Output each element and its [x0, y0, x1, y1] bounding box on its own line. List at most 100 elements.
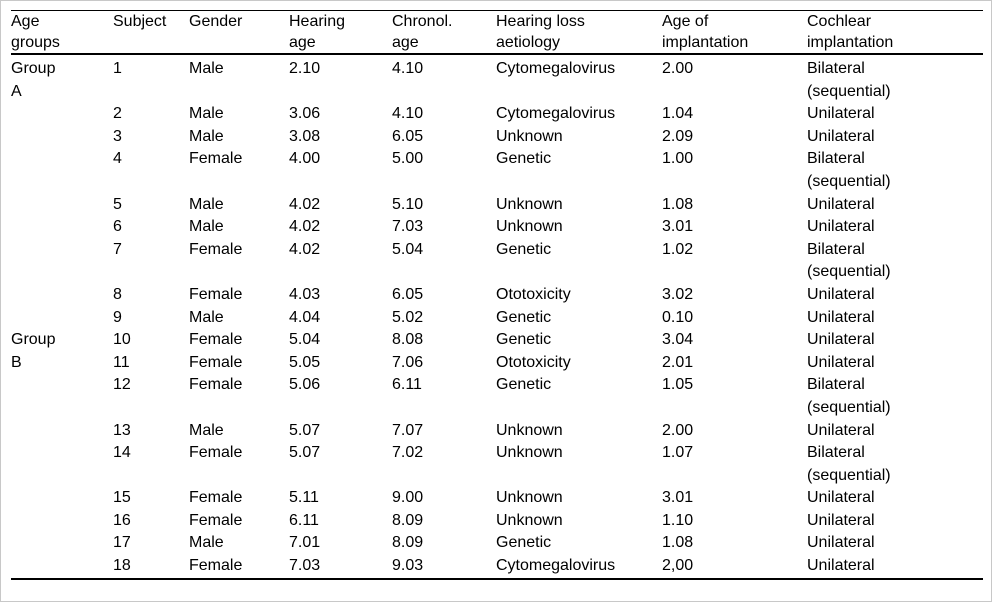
cell-gender: Male	[189, 105, 224, 123]
cell-aetiology: Genetic	[496, 534, 552, 552]
cell-cochlear-implantation: Unilateral	[807, 127, 875, 145]
table-row: Group A 1 Male 2.10 4.10 Cytomegalovirus 2.00 B…	[11, 54, 983, 103]
cell-cochlear-implantation: Unilateral	[807, 331, 875, 349]
cell-age-of-implantation: 1.10	[662, 511, 694, 529]
cell-chronol-age: 5.00	[392, 150, 424, 168]
table-row: 3 Male 3.08 6.05 Unknown 2.09 Unilateral	[11, 126, 983, 149]
cell-subject: 2	[113, 105, 122, 123]
cell-aetiology: Cytomegalovirus	[496, 557, 616, 575]
cell-age-of-implantation: 0.10	[662, 308, 694, 326]
cell-age-of-implantation: 1.08	[662, 195, 694, 213]
col-header-age-of-implantation: Age of implantation	[662, 13, 749, 51]
cell-subject: 9	[113, 308, 122, 326]
cell-cochlear-implantation: Unilateral	[807, 421, 875, 439]
cell-aetiology: Genetic	[496, 376, 552, 394]
cell-gender: Male	[189, 195, 224, 213]
cell-age-of-implantation: 3.01	[662, 218, 694, 236]
col-header-age-groups: Age groups	[11, 13, 60, 51]
table-row: 4 Female 4.00 5.00 Genetic 1.00 Bilateral (seq…	[11, 148, 983, 193]
cell-aetiology: Genetic	[496, 150, 552, 168]
cell-gender: Male	[189, 421, 224, 439]
cell-hearing-age: 4.02	[289, 195, 321, 213]
col-header-hearing-age: Hearing age	[289, 13, 346, 51]
cell-chronol-age: 4.10	[392, 60, 424, 77]
cell-hearing-age: 4.02	[289, 240, 321, 258]
cell-hearing-age: 5.05	[289, 353, 321, 371]
cell-hearing-age: 5.07	[289, 444, 321, 462]
cell-subject: 10	[113, 331, 131, 349]
cell-age-of-implantation: 1.07	[662, 444, 694, 462]
cell-age-of-implantation: 2.09	[662, 127, 694, 145]
cell-chronol-age: 9.00	[392, 489, 424, 507]
cell-hearing-age: 3.06	[289, 105, 321, 123]
cell-subject: 8	[113, 285, 122, 303]
cell-age-of-implantation: 2.01	[662, 353, 694, 371]
cell-age-of-implantation: 3.01	[662, 489, 694, 507]
table-row: 7 Female 4.02 5.04 Genetic 1.02 Bilateral (seq…	[11, 239, 983, 284]
cell-chronol-age: 5.04	[392, 240, 424, 258]
table-row: 11 Female 5.05 7.06 Ototoxicity 2.01 Unilatera…	[11, 352, 983, 375]
cell-subject: 11	[113, 353, 130, 371]
cell-aetiology: Unknown	[496, 195, 563, 213]
cell-hearing-age: 5.04	[289, 331, 321, 349]
cell-subject: 15	[113, 489, 131, 507]
cell-cochlear-implantation: Bilateral (sequential)	[807, 150, 891, 190]
cell-aetiology: Genetic	[496, 240, 552, 258]
cell-chronol-age: 5.10	[392, 195, 424, 213]
cell-cochlear-implantation: Unilateral	[807, 489, 875, 507]
cell-aetiology: Ototoxicity	[496, 353, 571, 371]
cell-cochlear-implantation: Bilateral (sequential)	[807, 376, 891, 416]
cell-hearing-age: 4.03	[289, 285, 321, 303]
cell-cochlear-implantation: Unilateral	[807, 195, 875, 213]
cell-chronol-age: 7.07	[392, 421, 424, 439]
cell-age-of-implantation: 3.02	[662, 285, 694, 303]
cell-aetiology: Unknown	[496, 218, 563, 236]
cell-hearing-age: 5.07	[289, 421, 321, 439]
table-row: Group B 10 Female 5.04 8.08 Genetic 3.04 Unilat…	[11, 329, 983, 371]
cell-cochlear-implantation: Unilateral	[807, 285, 875, 303]
table-row: 14 Female 5.07 7.02 Unknown 1.07 Bilateral (se…	[11, 442, 983, 487]
cell-subject: 7	[113, 240, 122, 258]
group-label: Group B	[11, 331, 56, 371]
cell-chronol-age: 6.11	[392, 376, 422, 394]
cell-chronol-age: 5.02	[392, 308, 424, 326]
cell-aetiology: Genetic	[496, 308, 552, 326]
cell-hearing-age: 4.00	[289, 150, 321, 168]
cell-subject: 16	[113, 511, 131, 529]
table-row: 8 Female 4.03 6.05 Ototoxicity 3.02 Unilateral	[11, 284, 983, 307]
header-row: Age groups Subject Gender Hearing age Ch…	[11, 10, 983, 54]
cell-chronol-age: 8.09	[392, 534, 424, 552]
cell-cochlear-implantation: Unilateral	[807, 308, 875, 326]
cell-subject: 4	[113, 150, 122, 168]
cell-aetiology: Cytomegalovirus	[496, 105, 616, 123]
cell-hearing-age: 5.11	[289, 489, 319, 507]
cell-age-of-implantation: 1.05	[662, 376, 694, 394]
cell-cochlear-implantation: Bilateral (sequential)	[807, 444, 891, 484]
cell-chronol-age: 7.03	[392, 218, 424, 236]
col-header-hearing-loss-aetiology: Hearing loss aetiology	[496, 13, 585, 51]
cell-age-of-implantation: 1.02	[662, 240, 694, 258]
table-row: 9 Male 4.04 5.02 Genetic 0.10 Unilateral	[11, 307, 983, 330]
cell-gender: Male	[189, 127, 224, 145]
participants-table: Age groups Subject Gender Hearing age Ch…	[11, 10, 983, 580]
col-header-cochlear-implantation: Cochlear implantation	[807, 13, 894, 51]
cell-cochlear-implantation: Bilateral (sequential)	[807, 240, 891, 281]
table-row: 17 Male 7.01 8.09 Genetic 1.08 Unilateral	[11, 532, 983, 555]
table-row: 5 Male 4.02 5.10 Unknown 1.08 Unilateral	[11, 194, 983, 217]
cell-hearing-age: 3.08	[289, 127, 321, 145]
cell-aetiology: Unknown	[496, 511, 563, 529]
cell-gender: Female	[189, 511, 243, 529]
cell-gender: Female	[189, 150, 243, 168]
cell-chronol-age: 9.03	[392, 557, 424, 575]
cell-subject: 12	[113, 376, 131, 394]
cell-age-of-implantation: 2.00	[662, 421, 694, 439]
table-row: 16 Female 6.11 8.09 Unknown 1.10 Unilateral	[11, 510, 983, 533]
cell-cochlear-implantation: Unilateral	[807, 353, 875, 371]
cell-hearing-age: 7.03	[289, 557, 321, 575]
cell-chronol-age: 8.08	[392, 331, 424, 349]
cell-subject: 3	[113, 127, 122, 145]
col-header-subject: Subject	[113, 13, 167, 30]
cell-aetiology: Unknown	[496, 421, 563, 439]
table-row: 6 Male 4.02 7.03 Unknown 3.01 Unilateral	[11, 216, 983, 239]
